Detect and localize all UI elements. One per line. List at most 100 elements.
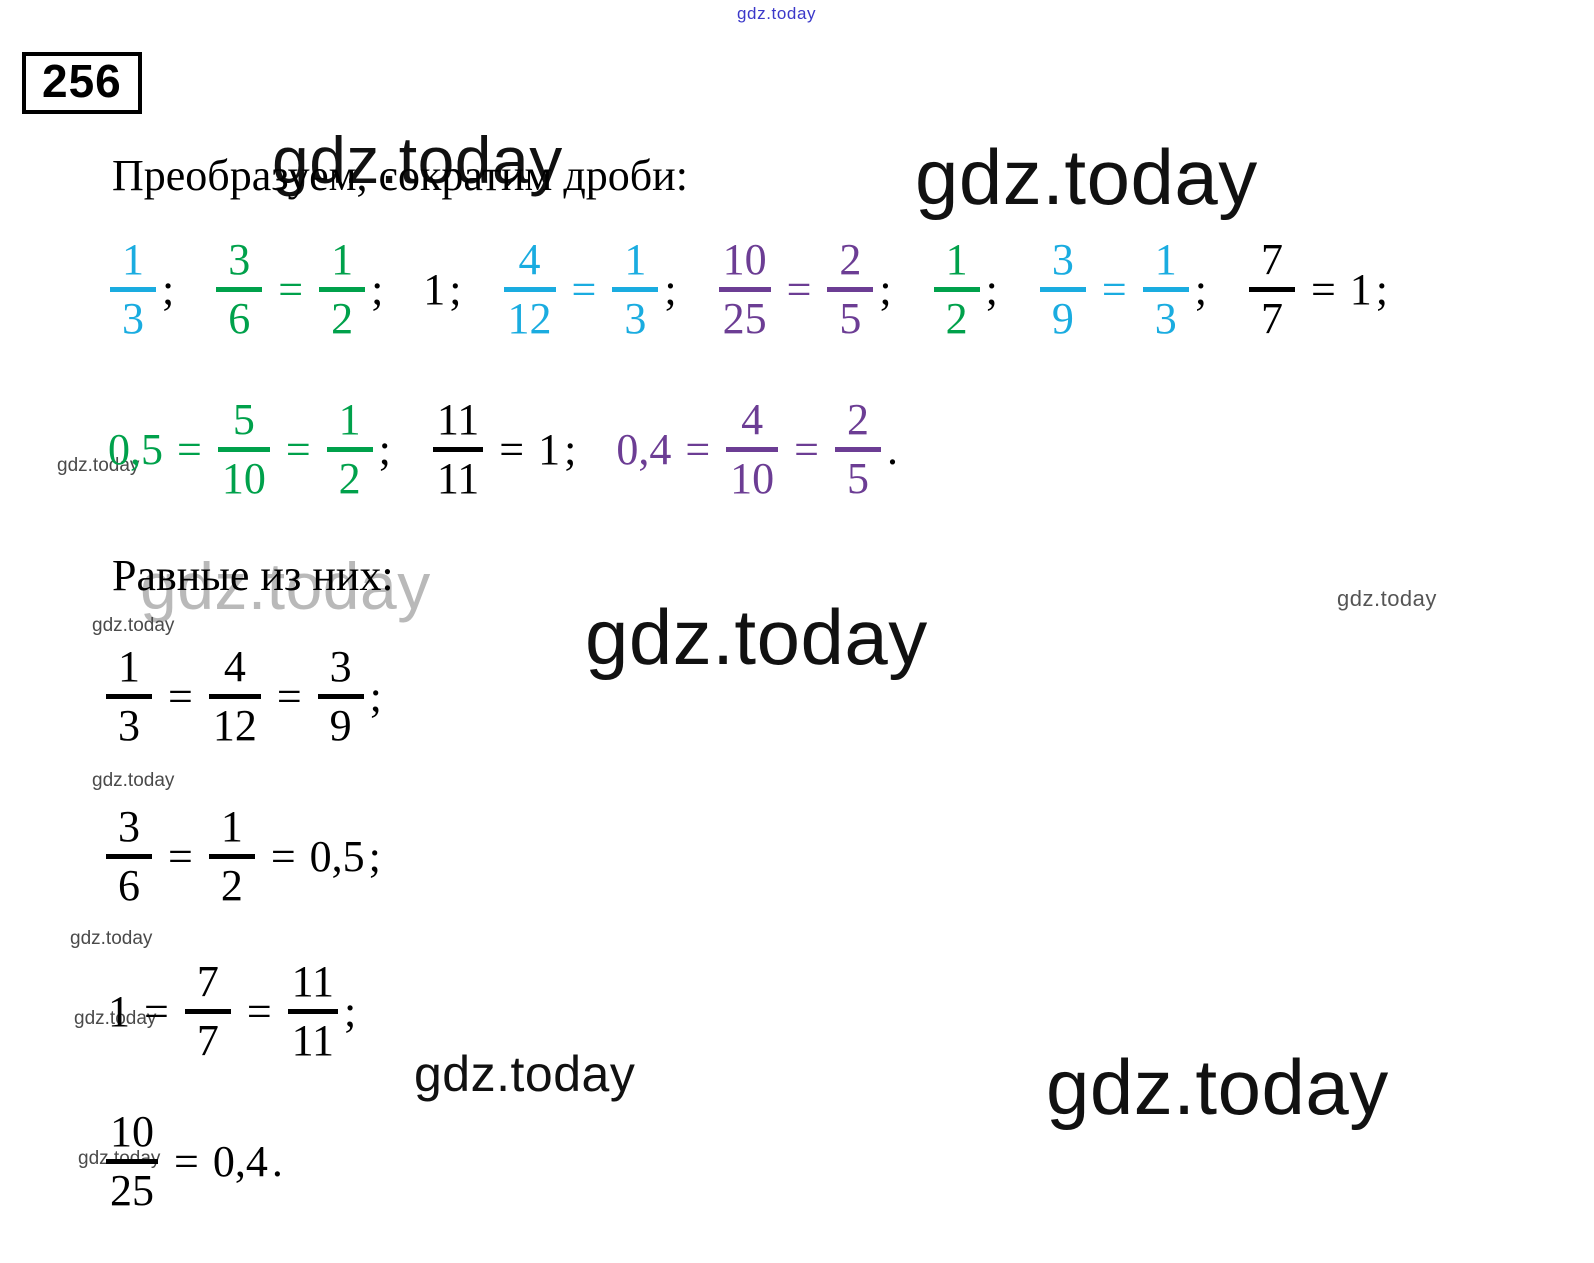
punctuation: ; [879, 265, 892, 314]
fraction-denominator: 25 [110, 1166, 154, 1215]
fraction-denominator: 25 [722, 294, 767, 343]
fraction-bar [208, 854, 255, 859]
fraction-denominator: 3 [122, 294, 144, 343]
fraction-numerator: 7 [1260, 235, 1283, 284]
punctuation: ; [1194, 265, 1207, 314]
fraction-numerator: 2 [846, 395, 869, 444]
fraction-denominator: 12 [212, 701, 257, 750]
equals-sign: = [278, 265, 304, 314]
exercise-number-badge: 256 [22, 52, 142, 114]
fraction-bar [1039, 287, 1086, 292]
punctuation: ; [1375, 265, 1389, 314]
equals-sign: = [246, 987, 272, 1036]
equals-sign: = [276, 672, 302, 721]
punctuation: ; [369, 672, 382, 721]
fraction: 11 11 [287, 957, 339, 1065]
fraction-denominator: 7 [1260, 294, 1283, 343]
equals-sign: = [685, 425, 711, 474]
fraction-numerator: 10 [722, 235, 767, 284]
punctuation: ; [378, 425, 391, 474]
fraction-numerator: 1 [331, 235, 354, 284]
equal-group-3: 1 = 7 7 = 11 11; [104, 960, 358, 1063]
fraction-numerator: 11 [291, 957, 335, 1006]
number-literal: 0,5 [309, 832, 365, 881]
equals-sign: = [285, 425, 311, 474]
fraction-numerator: 3 [329, 642, 352, 691]
equal-group-4: 10 25 = 0,4. [100, 1110, 285, 1213]
fraction-denominator: 7 [196, 1016, 219, 1065]
fraction-denominator: 3 [118, 701, 140, 750]
fraction-numerator: 11 [436, 395, 480, 444]
fraction-numerator: 3 [118, 802, 140, 851]
fraction-bar [503, 287, 556, 292]
fraction-denominator: 9 [1051, 294, 1074, 343]
fraction-bar [184, 1009, 231, 1014]
fraction-bar [106, 854, 152, 859]
intro-heading: Преобразуем, сократим дроби: [112, 151, 688, 200]
fraction-bar [933, 287, 980, 292]
solution-line-2: 0,5 = 5 10 = 1 2; 11 11 = 1; 0,4 = 4 10 = 2 5. [104, 398, 900, 501]
equal-group-2: 3 6 = 1 2 = 0,5; [100, 805, 383, 908]
fraction-numerator: 1 [624, 235, 647, 284]
equals-sign: = [174, 1137, 199, 1186]
number-literal: 1 [1349, 265, 1372, 314]
number-literal: 0,5 [108, 425, 163, 474]
fraction-numerator: 1 [945, 235, 968, 284]
punctuation: . [886, 425, 898, 474]
equals-sign: = [571, 265, 597, 314]
fraction-bar [432, 447, 484, 452]
watermark-text: gdz.today [585, 593, 928, 681]
equals-sign: = [786, 265, 812, 314]
fraction-denominator: 10 [221, 454, 266, 503]
fraction-bar [216, 287, 263, 292]
number-literal: 0,4 [212, 1137, 268, 1186]
watermark-text: gdz.today [1046, 1043, 1389, 1131]
fraction-numerator: 1 [220, 802, 243, 851]
fraction-bar [726, 447, 779, 452]
punctuation: ; [449, 265, 462, 314]
equals-sign: = [1101, 265, 1127, 314]
fraction-numerator: 1 [1154, 235, 1177, 284]
punctuation: ; [371, 265, 384, 314]
fraction-numerator: 4 [741, 395, 764, 444]
fraction-bar [106, 1159, 158, 1164]
watermark-text: gdz.today [70, 928, 153, 949]
watermark-text: gdz.today [92, 770, 175, 791]
punctuation: ; [162, 265, 175, 314]
fraction-numerator: 3 [1051, 235, 1074, 284]
equals-sign: = [499, 425, 525, 474]
fraction-numerator: 5 [232, 395, 255, 444]
fraction-denominator: 3 [1154, 294, 1177, 343]
equals-sign: = [168, 832, 193, 881]
fraction-bar [317, 694, 364, 699]
fraction-bar [827, 287, 874, 292]
fraction-numerator: 4 [223, 642, 246, 691]
punctuation: ; [985, 265, 998, 314]
fraction-bar [718, 287, 771, 292]
fraction-denominator: 11 [291, 1016, 335, 1065]
equals-sign: = [794, 425, 819, 474]
fraction: 10 25 [718, 235, 771, 343]
fraction-denominator: 2 [338, 454, 361, 503]
fraction-bar [217, 447, 270, 452]
punctuation: ; [344, 987, 357, 1036]
equals-sign: = [1310, 265, 1336, 314]
number-literal: 1 [108, 987, 130, 1036]
fraction-bar [208, 694, 261, 699]
fraction-bar [287, 1009, 339, 1014]
fraction-numerator: 1 [118, 642, 140, 691]
